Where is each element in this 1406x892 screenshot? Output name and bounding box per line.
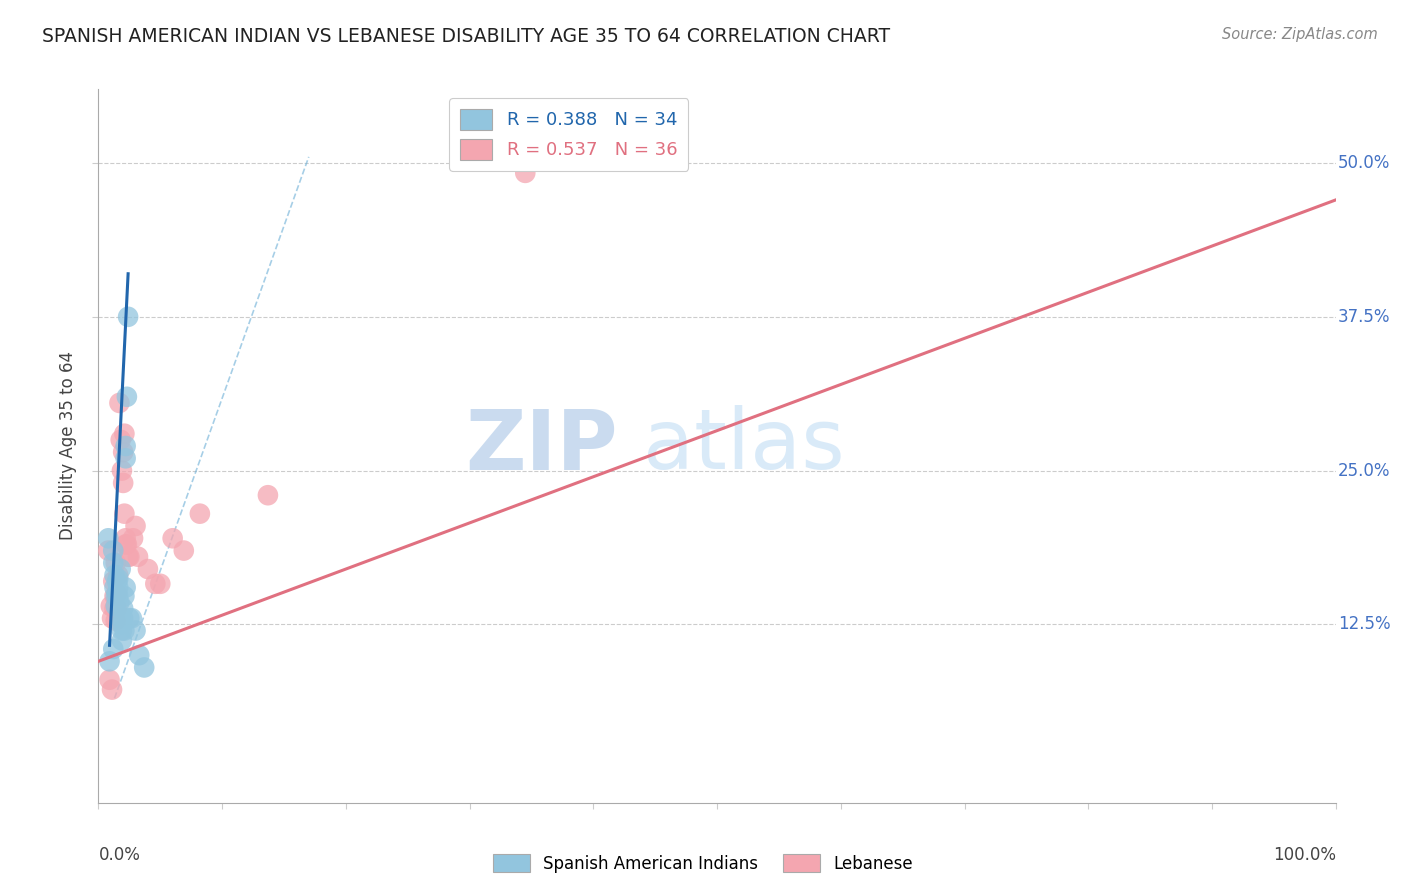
Point bbox=[103, 581, 125, 595]
Text: 100.0%: 100.0% bbox=[1272, 846, 1336, 863]
Point bbox=[103, 574, 125, 589]
Y-axis label: Disability Age 35 to 64: Disability Age 35 to 64 bbox=[59, 351, 77, 541]
Point bbox=[111, 617, 134, 632]
Point bbox=[97, 531, 120, 545]
Point bbox=[112, 601, 135, 615]
Point bbox=[107, 589, 129, 603]
Point bbox=[112, 426, 135, 441]
Text: 0.0%: 0.0% bbox=[98, 846, 141, 863]
Text: 12.5%: 12.5% bbox=[1339, 615, 1391, 633]
Point bbox=[111, 633, 134, 648]
Point bbox=[101, 611, 124, 625]
Point bbox=[136, 562, 159, 576]
Text: 37.5%: 37.5% bbox=[1339, 308, 1391, 326]
Point bbox=[104, 589, 127, 603]
Point bbox=[114, 531, 136, 545]
Point bbox=[103, 601, 125, 615]
Point bbox=[114, 451, 136, 466]
Point bbox=[98, 673, 121, 687]
Point bbox=[112, 589, 135, 603]
Point bbox=[104, 614, 127, 628]
Point bbox=[112, 507, 135, 521]
Point bbox=[124, 624, 146, 638]
Point bbox=[110, 611, 132, 625]
Point bbox=[149, 576, 172, 591]
Point bbox=[105, 601, 128, 615]
Point bbox=[122, 531, 145, 545]
Point bbox=[100, 599, 122, 613]
Point bbox=[188, 507, 211, 521]
Point bbox=[112, 624, 135, 638]
Text: 25.0%: 25.0% bbox=[1339, 461, 1391, 480]
Point bbox=[128, 648, 150, 662]
Point bbox=[115, 390, 138, 404]
Point bbox=[98, 654, 121, 668]
Point bbox=[121, 611, 143, 625]
Point bbox=[515, 166, 537, 180]
Point bbox=[134, 660, 156, 674]
Text: SPANISH AMERICAN INDIAN VS LEBANESE DISABILITY AGE 35 TO 64 CORRELATION CHART: SPANISH AMERICAN INDIAN VS LEBANESE DISA… bbox=[42, 27, 890, 45]
Point bbox=[107, 568, 129, 582]
Legend: R = 0.388   N = 34, R = 0.537   N = 36: R = 0.388 N = 34, R = 0.537 N = 36 bbox=[449, 98, 688, 170]
Point bbox=[97, 543, 120, 558]
Point bbox=[143, 576, 166, 591]
Point bbox=[104, 556, 127, 570]
Point bbox=[124, 519, 146, 533]
Point bbox=[108, 396, 131, 410]
Point bbox=[115, 537, 138, 551]
Point bbox=[127, 549, 149, 564]
Point bbox=[107, 581, 129, 595]
Point bbox=[112, 445, 135, 459]
Point bbox=[114, 439, 136, 453]
Point bbox=[114, 581, 136, 595]
Point bbox=[107, 572, 129, 586]
Point bbox=[105, 574, 128, 589]
Point bbox=[101, 682, 124, 697]
Point bbox=[162, 531, 184, 545]
Legend: Spanish American Indians, Lebanese: Spanish American Indians, Lebanese bbox=[486, 847, 920, 880]
Point bbox=[108, 595, 131, 609]
Point bbox=[114, 537, 136, 551]
Point bbox=[105, 587, 128, 601]
Point bbox=[103, 642, 125, 657]
Point bbox=[118, 611, 141, 625]
Point bbox=[110, 433, 132, 447]
Point bbox=[173, 543, 195, 558]
Point bbox=[110, 562, 132, 576]
Point bbox=[117, 310, 139, 324]
Point bbox=[103, 568, 125, 582]
Point bbox=[111, 464, 134, 478]
Point bbox=[118, 549, 141, 564]
Point bbox=[111, 624, 134, 638]
Point bbox=[112, 611, 135, 625]
Text: Source: ZipAtlas.com: Source: ZipAtlas.com bbox=[1222, 27, 1378, 42]
Point bbox=[105, 587, 128, 601]
Point bbox=[257, 488, 280, 502]
Text: atlas: atlas bbox=[643, 406, 845, 486]
Point bbox=[104, 599, 127, 613]
Point bbox=[117, 549, 139, 564]
Text: ZIP: ZIP bbox=[465, 406, 619, 486]
Text: 50.0%: 50.0% bbox=[1339, 154, 1391, 172]
Point bbox=[103, 589, 125, 603]
Point bbox=[112, 475, 135, 490]
Point bbox=[103, 556, 125, 570]
Point bbox=[103, 543, 125, 558]
